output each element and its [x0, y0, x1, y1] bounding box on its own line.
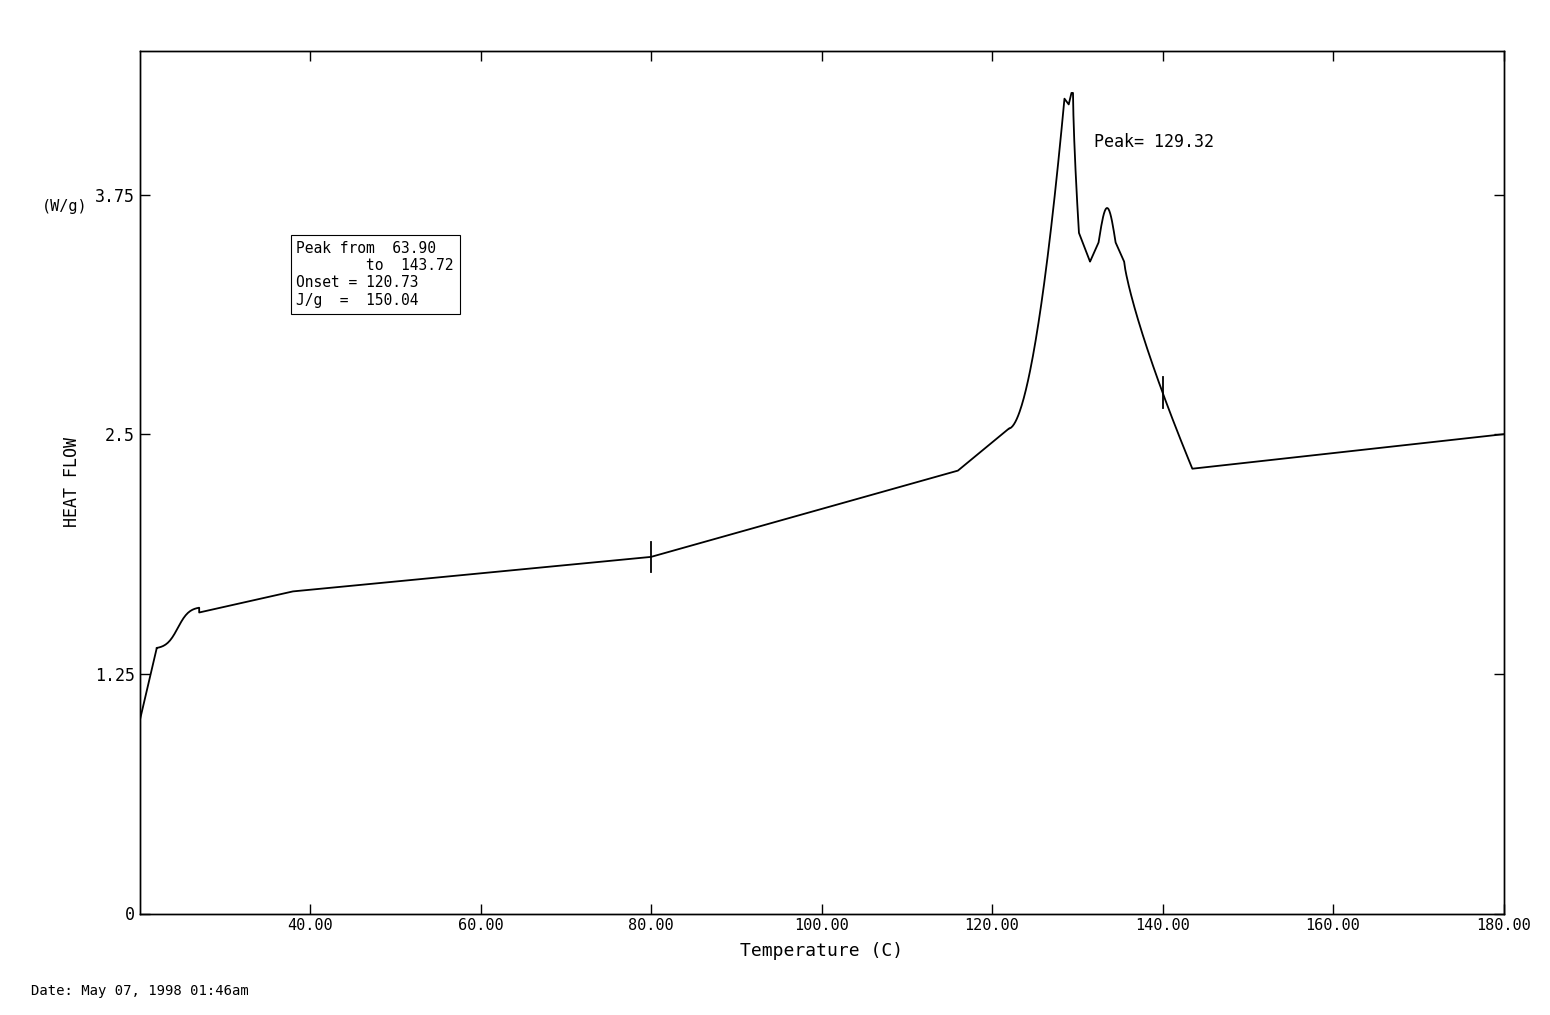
- Y-axis label: HEAT FLOW: HEAT FLOW: [62, 437, 81, 527]
- Text: (W/g): (W/g): [42, 199, 87, 213]
- Text: Peak from  63.90
        to  143.72
Onset = 120.73
J/g  =  150.04: Peak from 63.90 to 143.72 Onset = 120.73…: [296, 241, 454, 308]
- X-axis label: Temperature (C): Temperature (C): [739, 942, 904, 960]
- Text: Peak= 129.32: Peak= 129.32: [1094, 133, 1214, 150]
- Text: Date: May 07, 1998 01:46am: Date: May 07, 1998 01:46am: [31, 984, 248, 998]
